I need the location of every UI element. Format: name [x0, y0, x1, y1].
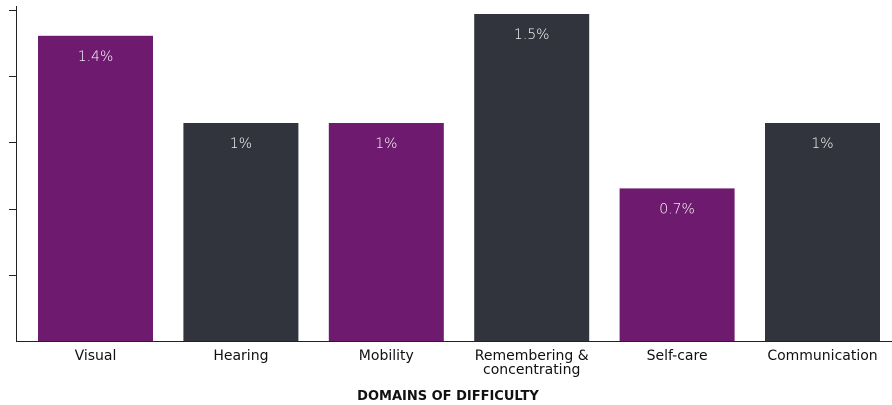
bar	[183, 123, 299, 341]
category-labels-group: Visual Hearing Mobility Remembering & concen…	[75, 348, 878, 378]
y-axis-group	[9, 6, 892, 342]
bar	[765, 123, 880, 341]
bars-group: 1.4% 1% 1% 1.5% 0.7% 1%	[38, 14, 880, 342]
bar-data-label: 0.7%	[659, 201, 695, 217]
category-label-line: Self-care	[647, 348, 708, 364]
category-label: Self-care	[647, 348, 708, 364]
category-label-line: Hearing	[213, 348, 268, 364]
category-label-line: concentrating	[483, 362, 580, 378]
category-label: Hearing	[213, 348, 268, 364]
bar	[619, 188, 735, 341]
category-label: Remembering & concentrating	[475, 348, 589, 378]
category-label-line: Mobility	[359, 348, 414, 364]
bar	[474, 14, 590, 341]
bar-data-label: 1%	[811, 136, 833, 152]
x-axis-title: DOMAINS OF DIFFICULTY	[357, 389, 539, 404]
bar-data-label: 1%	[230, 136, 252, 152]
bar	[328, 123, 444, 341]
category-label-line: Remembering &	[475, 348, 589, 364]
category-label-line: Visual	[75, 348, 117, 364]
category-label: Mobility	[359, 348, 414, 364]
bar-data-label: 1.5%	[514, 27, 550, 43]
category-label-line: Communication	[767, 348, 877, 364]
bar-data-label: 1%	[375, 136, 397, 152]
bar	[38, 35, 153, 342]
bar-data-label: 1.4%	[78, 49, 114, 65]
category-label: Visual	[75, 348, 117, 364]
category-label: Communication	[767, 348, 877, 364]
